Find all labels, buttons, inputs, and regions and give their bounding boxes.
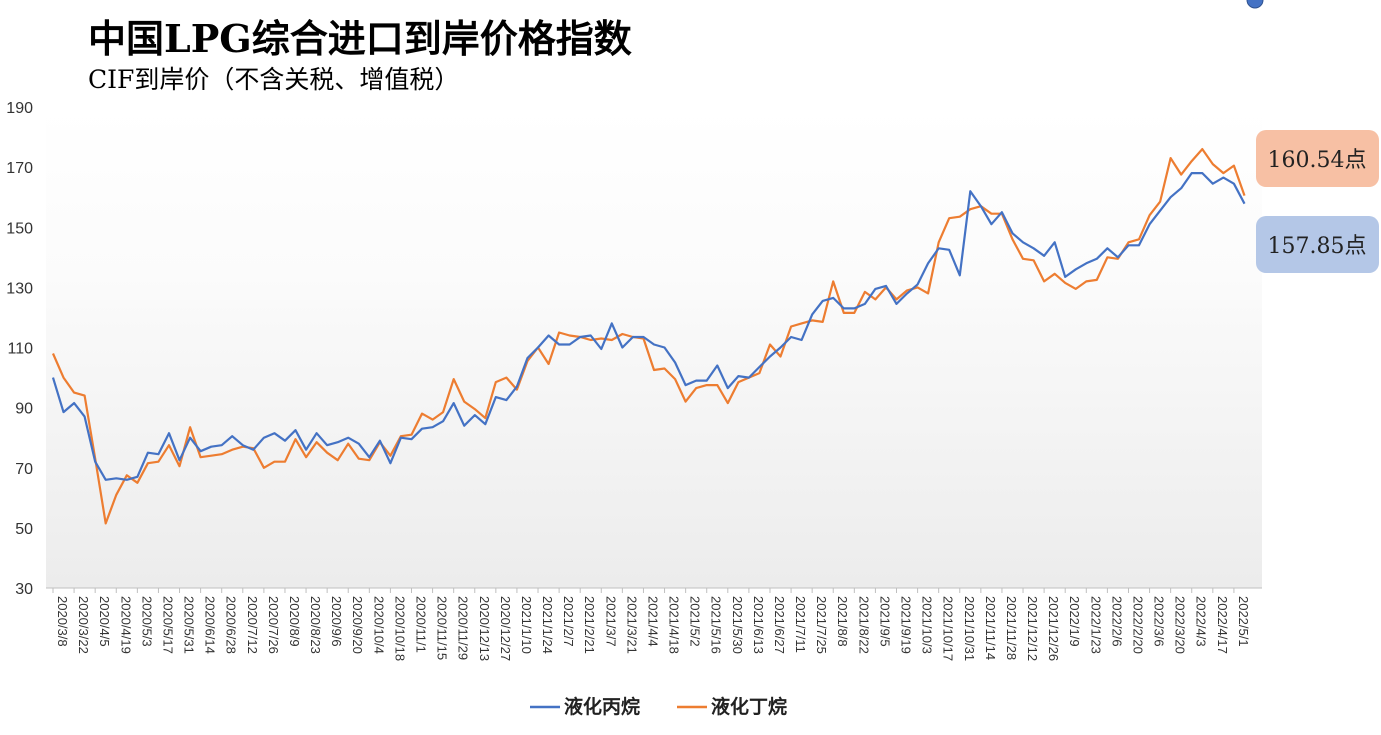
x-tick-label: 2021/6/27 — [772, 596, 787, 654]
x-tick-label: 2022/5/1 — [1236, 596, 1251, 647]
y-axis: 30 50 70 90 110 130 150 170 190 — [6, 100, 33, 598]
x-tick-label: 2021/9/19 — [899, 596, 914, 654]
x-tick-label: 2020/9/6 — [329, 596, 344, 647]
x-tick-label: 2020/8/9 — [287, 596, 302, 647]
series-line-propane — [51, 172, 1246, 481]
x-tick-label: 2021/10/3 — [920, 596, 935, 654]
endpoint-marker — [1246, 0, 1264, 9]
x-tick-label: 2020/6/14 — [203, 596, 218, 654]
callout-butane-box — [1256, 130, 1379, 187]
x-tick-label: 2020/10/4 — [371, 596, 386, 654]
x-tick-label: 2021/3/21 — [624, 596, 639, 654]
y-tick-label: 150 — [6, 220, 33, 237]
x-tick-label: 2021/1/10 — [519, 596, 534, 654]
x-tick-label: 2021/12/12 — [1025, 596, 1040, 661]
x-tick-label: 2022/4/17 — [1215, 596, 1230, 654]
plot-area — [46, 107, 1262, 588]
x-tick-label: 2022/3/6 — [1152, 596, 1167, 647]
x-axis: 2020/3/8 2020/3/22 2020/4/5 2020/4/19 2020/5… — [46, 587, 1262, 661]
x-tick-label: 2022/3/20 — [1173, 596, 1188, 654]
x-tick-label: 2021/11/28 — [1004, 596, 1019, 660]
x-tick-label: 2021/10/17 — [941, 596, 956, 661]
x-tick-label: 2021/5/16 — [709, 596, 724, 654]
x-tick-label: 2021/10/31 — [962, 596, 977, 661]
y-tick-label: 70 — [15, 461, 33, 478]
y-tick-label: 190 — [6, 100, 33, 117]
chart-title: 中国LPG综合进口到岸价格指数 — [88, 16, 632, 61]
x-tick-label: 2020/7/12 — [245, 596, 260, 654]
x-tick-label: 2021/9/5 — [877, 596, 892, 647]
x-tick-label: 2022/4/3 — [1194, 596, 1209, 647]
x-tick-label: 2020/10/18 — [392, 596, 407, 661]
x-tick-label: 2020/12/27 — [498, 596, 513, 661]
x-tick-label: 2021/2/21 — [582, 596, 597, 654]
x-tick-label: 2020/9/20 — [350, 596, 365, 654]
callout-propane-value: 157.85点 — [1268, 234, 1367, 259]
x-tick-label: 2020/5/17 — [160, 596, 175, 654]
callout-butane-value: 160.54点 — [1268, 148, 1367, 173]
x-tick-label: 2021/6/13 — [751, 596, 766, 654]
x-tick-label: 2022/2/6 — [1109, 596, 1124, 647]
y-tick-label: 110 — [7, 341, 33, 358]
x-tick-label: 2021/1/24 — [540, 596, 555, 654]
x-tick-label: 2020/4/19 — [118, 596, 133, 654]
x-tick-label: 2020/8/23 — [308, 596, 323, 654]
x-tick-label: 2021/5/2 — [688, 596, 703, 647]
callout-propane-box — [1256, 216, 1379, 273]
y-tick-label: 130 — [6, 280, 33, 297]
x-tick-label: 2021/3/7 — [603, 596, 618, 647]
x-tick-label: 2021/12/26 — [1046, 596, 1061, 661]
x-tick-label: 2021/7/25 — [814, 596, 829, 654]
x-tick-label: 2022/1/9 — [1067, 596, 1082, 647]
y-tick-label: 30 — [15, 581, 33, 598]
x-tick-label: 2021/7/11 — [793, 596, 808, 653]
x-tick-label: 2021/4/18 — [667, 596, 682, 654]
x-tick-label: 2021/8/22 — [856, 596, 871, 654]
x-tick-label: 2020/11/29 — [456, 596, 471, 660]
series-layer — [51, 148, 1246, 525]
x-tick-label: 2020/11/1 — [413, 596, 428, 653]
x-tick-label: 2022/2/20 — [1130, 596, 1145, 654]
chart-subtitle: CIF到岸价（不含关税、增值税） — [88, 65, 460, 94]
x-tick-label: 2020/5/3 — [139, 596, 154, 647]
x-tick-label: 2020/3/8 — [55, 596, 70, 647]
x-tick-label: 2020/6/28 — [224, 596, 239, 654]
x-tick-label: 2021/4/4 — [645, 596, 660, 647]
legend-label-butane: 液化丁烷 — [711, 695, 787, 718]
x-tick-label: 2020/12/13 — [477, 596, 492, 661]
x-tick-label: 2020/3/22 — [76, 596, 91, 654]
x-tick-label: 2020/11/15 — [435, 596, 450, 660]
y-tick-label: 50 — [15, 521, 33, 538]
y-tick-label: 90 — [15, 401, 33, 418]
callout-layer: 160.54点 157.85点 — [1246, 0, 1379, 273]
legend-label-propane: 液化丙烷 — [564, 695, 640, 718]
x-tick-label: 2020/4/5 — [97, 596, 112, 647]
x-tick-label: 2020/5/31 — [182, 596, 197, 654]
y-tick-label: 170 — [6, 160, 33, 177]
x-tick-label: 2021/5/30 — [730, 596, 745, 654]
x-tick-label: 2021/11/14 — [983, 596, 998, 660]
legend: 液化丙烷 液化丁烷 — [530, 695, 787, 718]
x-tick-label: 2020/7/26 — [266, 596, 281, 654]
x-tick-label: 2022/1/23 — [1088, 596, 1103, 654]
x-tick-label: 2021/2/7 — [561, 596, 576, 647]
x-tick-label: 2021/8/8 — [835, 596, 850, 647]
